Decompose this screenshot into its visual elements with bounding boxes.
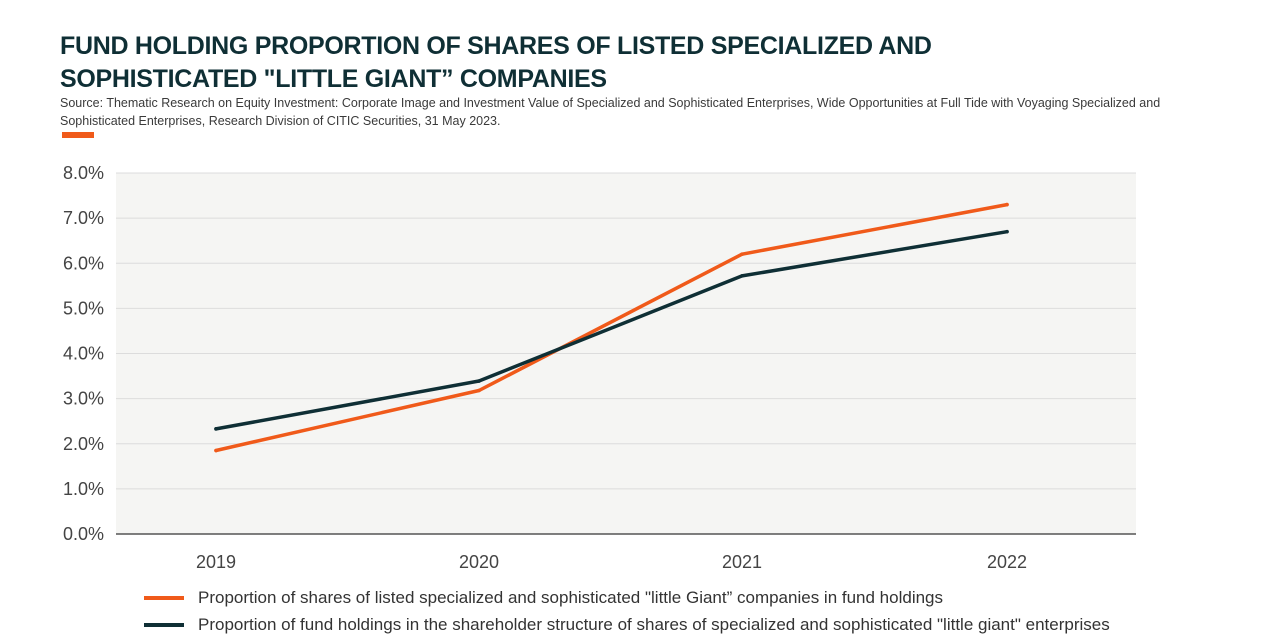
y-tick-label: 2.0%: [63, 434, 104, 454]
data-point-series-1: [740, 252, 744, 257]
legend-label-series-2: Proportion of fund holdings in the share…: [198, 614, 1110, 634]
data-point-series-2: [1005, 229, 1009, 234]
y-tick-label: 0.0%: [63, 524, 104, 544]
y-tick-label: 4.0%: [63, 344, 104, 364]
y-tick-label: 7.0%: [63, 208, 104, 228]
accent-bar: [62, 132, 94, 138]
y-tick-label: 8.0%: [63, 163, 104, 183]
x-tick-label: 2019: [196, 552, 236, 572]
series-line-2: [214, 229, 1009, 431]
legend-item-series-2: Proportion of fund holdings in the share…: [144, 611, 1110, 638]
data-point-series-1: [1005, 202, 1009, 207]
x-tick-label: 2021: [722, 552, 762, 572]
legend-swatch-series-1: [144, 595, 184, 600]
legend-swatch-series-2: [144, 622, 184, 627]
legend: Proportion of shares of listed specializ…: [144, 584, 1110, 638]
y-tick-label: 3.0%: [63, 389, 104, 409]
data-point-series-2: [477, 379, 481, 383]
data-point-series-2: [740, 274, 744, 278]
data-point-series-1: [477, 388, 481, 393]
source-note: Source: Thematic Research on Equity Inve…: [60, 96, 1161, 128]
data-point-series-1: [214, 448, 218, 453]
legend-item-series-1: Proportion of shares of listed specializ…: [144, 584, 1110, 611]
y-tick-label: 5.0%: [63, 298, 104, 318]
y-tick-label: 1.0%: [63, 479, 104, 499]
legend-label-series-1: Proportion of shares of listed specializ…: [198, 587, 944, 607]
series-line-1: [214, 202, 1009, 453]
x-tick-label: 2020: [459, 552, 499, 572]
y-tick-label: 6.0%: [63, 253, 104, 273]
x-tick-label: 2022: [987, 552, 1027, 572]
plot-area: 0.0% 1.0% 2.0% 3.0% 4.0% 5.0% 6.0% 7.0% 8.0% 2019…: [63, 163, 1136, 572]
chart-title: FUND HOLDING PROPORTION OF SHARES OF LIS…: [60, 32, 932, 93]
data-point-series-2: [214, 427, 218, 431]
